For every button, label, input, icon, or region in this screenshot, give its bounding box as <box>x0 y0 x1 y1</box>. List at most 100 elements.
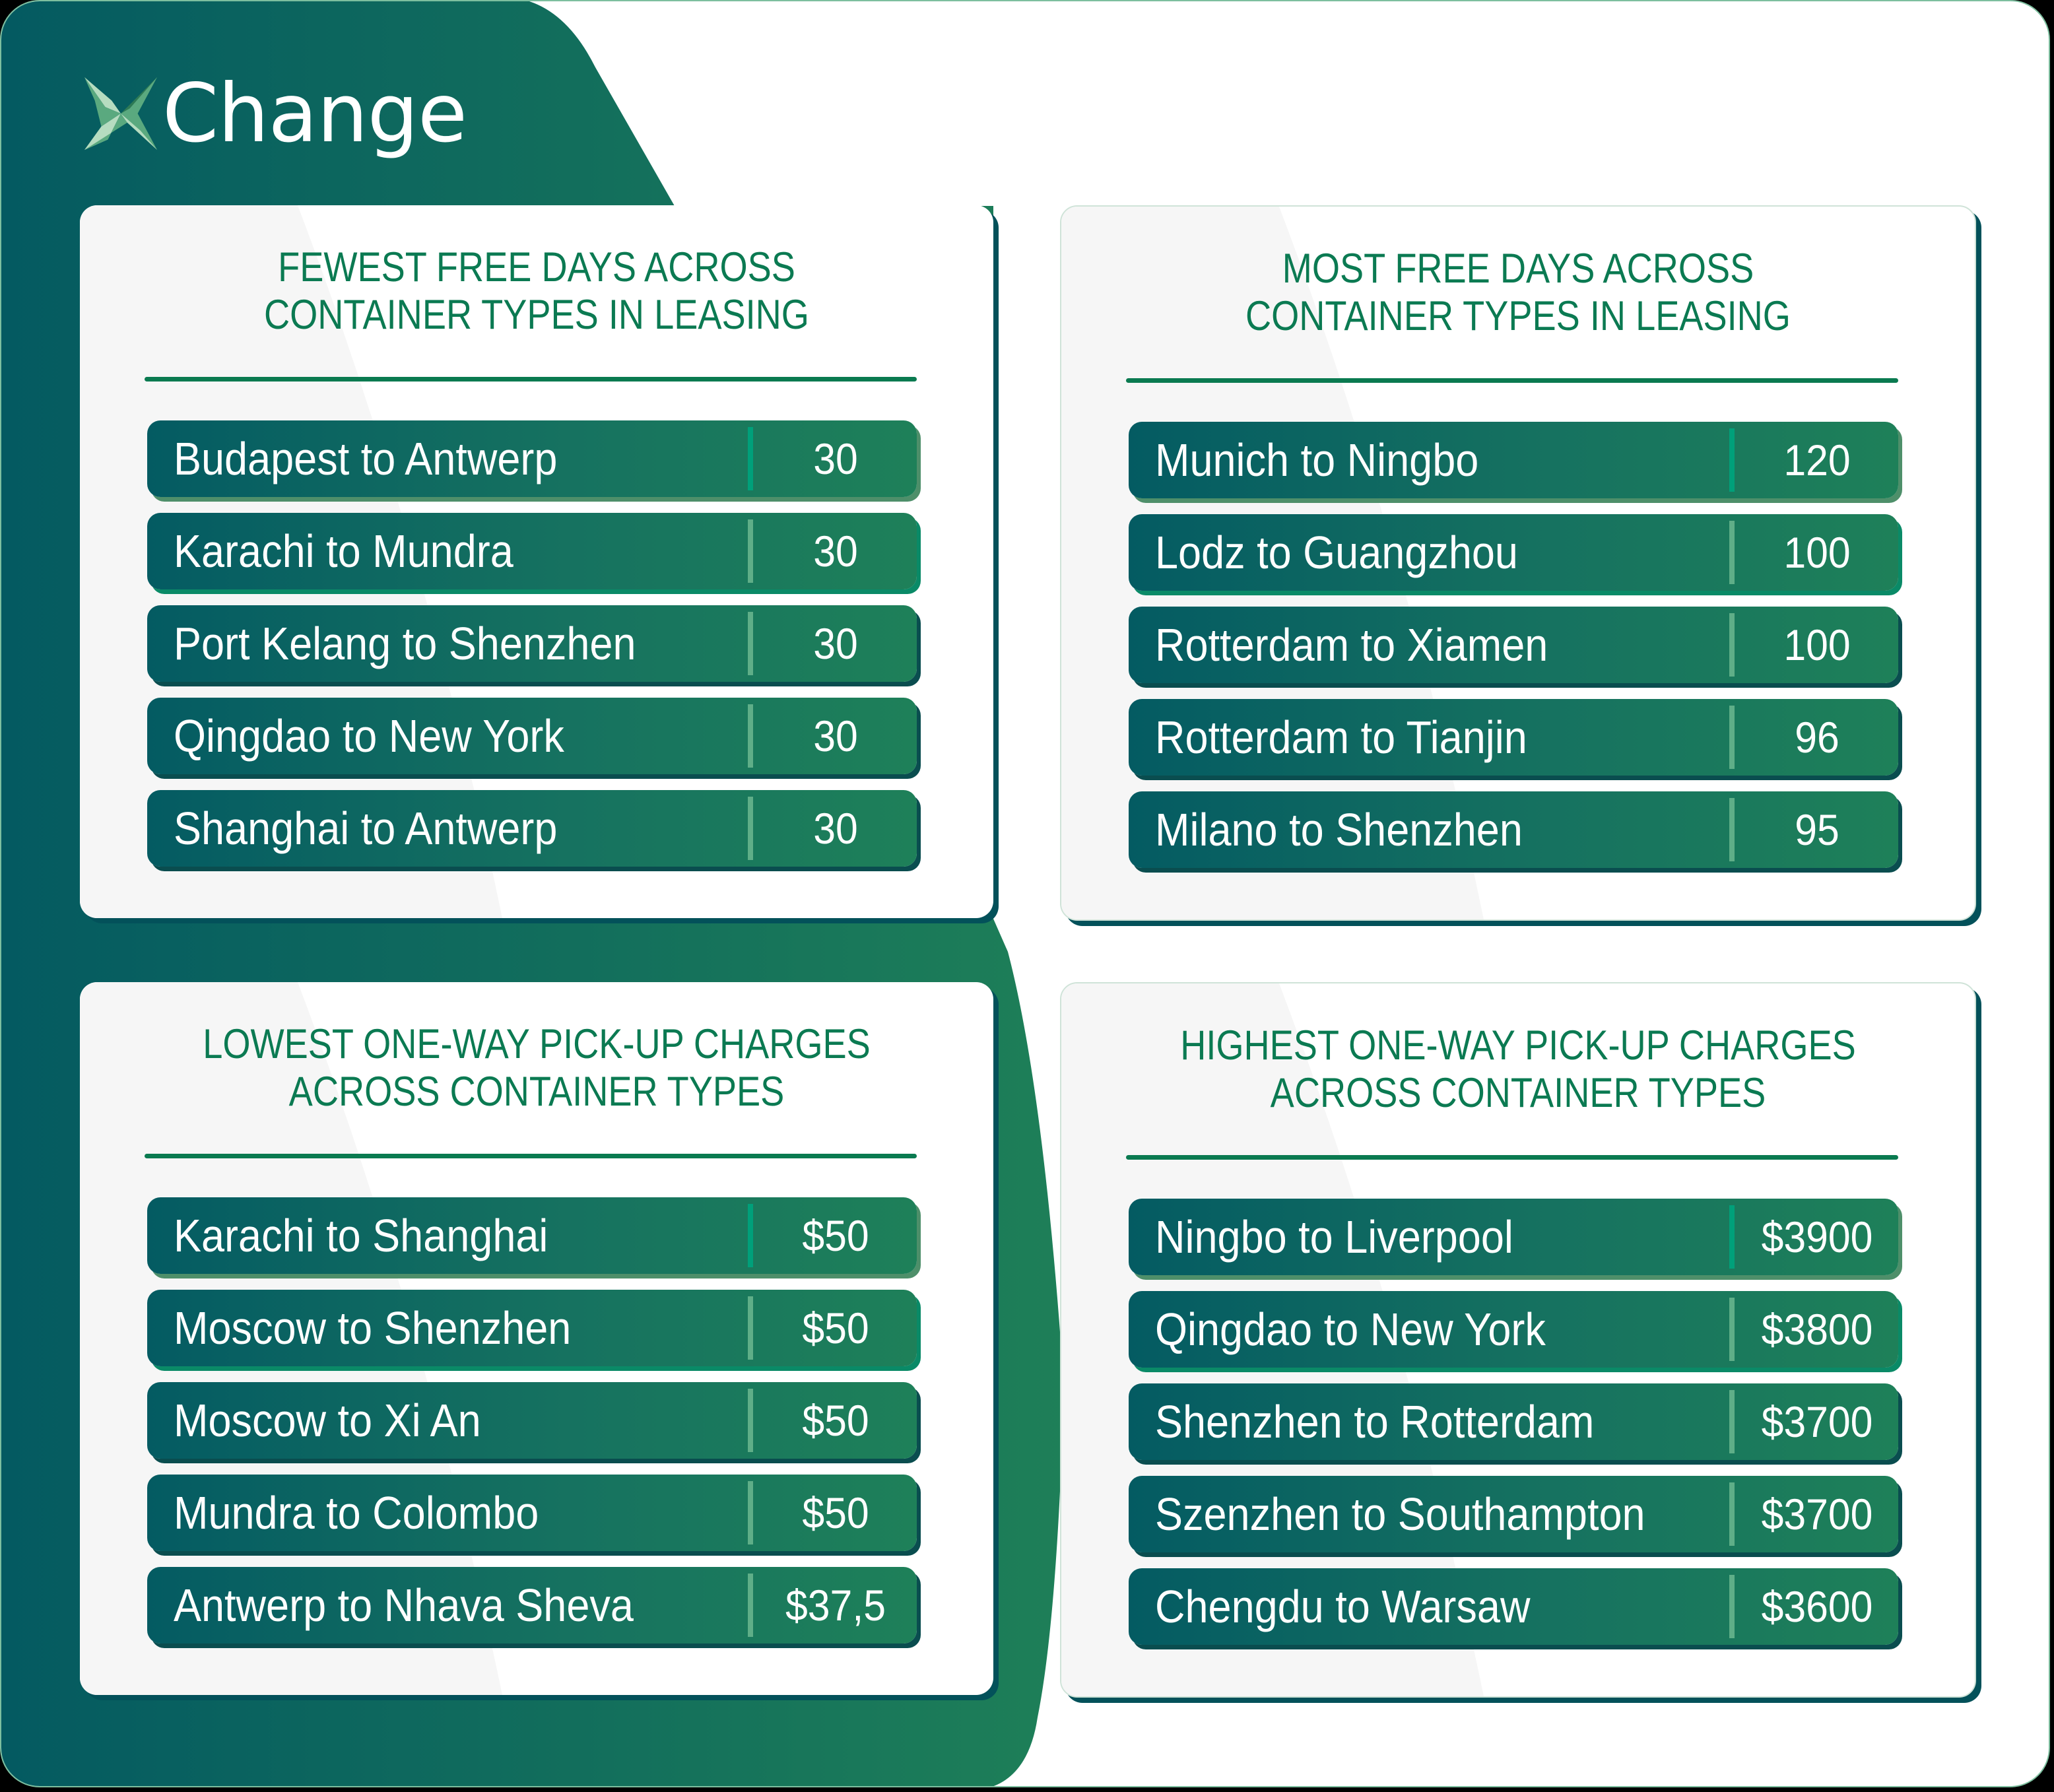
route-label: Karachi to Shanghai <box>174 1210 548 1261</box>
route-label: Munich to Ningbo <box>1155 434 1479 486</box>
route-label: Rotterdam to Tianjin <box>1155 712 1527 763</box>
route-list: Ningbo to Liverpool $3900 Qingdao to New … <box>1129 1199 1898 1661</box>
row-separator <box>1729 428 1735 492</box>
row-separator <box>1729 798 1735 861</box>
route-list: Munich to Ningbo 120 Lodz to Guangzhou 100… <box>1129 422 1898 884</box>
route-label: Rotterdam to Xiamen <box>1155 619 1548 671</box>
route-row: Munich to Ningbo 120 <box>1129 422 1898 498</box>
route-row: Ningbo to Liverpool $3900 <box>1129 1199 1898 1275</box>
route-label: Budapest to Antwerp <box>174 433 558 484</box>
route-label: Port Kelang to Shenzhen <box>174 618 636 669</box>
route-value: $3700 <box>1761 1490 1873 1539</box>
route-row: Shanghai to Antwerp 30 <box>147 790 917 867</box>
route-row: Shenzhen to Rotterdam $3700 <box>1129 1383 1898 1460</box>
brand-name: Change <box>162 67 467 160</box>
row-separator <box>1729 521 1735 584</box>
row-separator <box>748 612 753 675</box>
card-lowest-pickup-charges: LOWEST ONE-WAY PICK-UP CHARGES ACROSS CO… <box>80 982 993 1695</box>
route-label: Shanghai to Antwerp <box>174 803 558 854</box>
route-value: $50 <box>802 1211 869 1260</box>
row-separator <box>1729 613 1735 677</box>
route-label: Lodz to Guangzhou <box>1155 527 1518 578</box>
row-separator <box>748 427 753 490</box>
route-row: Mundra to Colombo $50 <box>147 1475 917 1551</box>
route-value: $37,5 <box>785 1581 886 1630</box>
route-label: Qingdao to New York <box>1155 1304 1546 1355</box>
card-title: FEWEST FREE DAYS ACROSS CONTAINER TYPES … <box>264 244 809 338</box>
route-value: 30 <box>813 619 858 668</box>
row-separator <box>1729 1575 1735 1638</box>
route-value: 96 <box>1795 713 1839 762</box>
route-row: Qingdao to New York 30 <box>147 698 917 774</box>
route-row: Karachi to Shanghai $50 <box>147 1197 917 1274</box>
route-value: 100 <box>1783 620 1851 669</box>
route-row: Lodz to Guangzhou 100 <box>1129 514 1898 591</box>
route-value: $50 <box>802 1488 869 1537</box>
route-list: Budapest to Antwerp 30 Karachi to Mundra 3… <box>147 420 917 882</box>
route-value: 120 <box>1783 436 1851 484</box>
title-divider <box>1126 1155 1898 1160</box>
row-separator <box>748 797 753 860</box>
route-row: Karachi to Mundra 30 <box>147 513 917 589</box>
row-separator <box>748 1204 753 1267</box>
route-row: Moscow to Xi An $50 <box>147 1382 917 1459</box>
row-separator <box>748 1574 753 1637</box>
route-value: 95 <box>1795 805 1839 854</box>
card-highest-pickup-charges: HIGHEST ONE-WAY PICK-UP CHARGES ACROSS C… <box>1060 982 1976 1698</box>
card-title: MOST FREE DAYS ACROSS CONTAINER TYPES IN… <box>1245 246 1791 339</box>
route-label: Shenzhen to Rotterdam <box>1155 1396 1595 1447</box>
route-label: Ningbo to Liverpool <box>1155 1211 1513 1263</box>
row-separator <box>748 519 753 583</box>
route-row: Moscow to Shenzhen $50 <box>147 1290 917 1366</box>
route-value: 30 <box>813 527 858 576</box>
route-label: Mundra to Colombo <box>174 1487 539 1539</box>
route-label: Karachi to Mundra <box>174 525 514 577</box>
route-row: Antwerp to Nhava Sheva $37,5 <box>147 1567 917 1643</box>
card-title: HIGHEST ONE-WAY PICK-UP CHARGES ACROSS C… <box>1180 1022 1856 1116</box>
route-value: 30 <box>813 712 858 760</box>
route-row: Budapest to Antwerp 30 <box>147 420 917 497</box>
route-label: Antwerp to Nhava Sheva <box>174 1579 634 1631</box>
row-separator <box>1729 1482 1735 1546</box>
title-divider <box>145 1154 917 1158</box>
card-title: LOWEST ONE-WAY PICK-UP CHARGES ACROSS CO… <box>203 1021 871 1115</box>
route-value: $3900 <box>1761 1212 1873 1261</box>
row-separator <box>748 1389 753 1452</box>
route-row: Rotterdam to Tianjin 96 <box>1129 699 1898 776</box>
route-label: Chengdu to Warsaw <box>1155 1581 1531 1632</box>
row-separator <box>1729 706 1735 769</box>
route-label: Qingdao to New York <box>174 710 564 762</box>
route-value: 30 <box>813 434 858 483</box>
route-value: 30 <box>813 804 858 853</box>
row-separator <box>748 704 753 768</box>
row-separator <box>748 1296 753 1360</box>
route-list: Karachi to Shanghai $50 Moscow to Shenzhe… <box>147 1197 917 1659</box>
row-separator <box>1729 1205 1735 1269</box>
route-row: Port Kelang to Shenzhen 30 <box>147 605 917 682</box>
route-row: Rotterdam to Xiamen 100 <box>1129 607 1898 683</box>
route-label: Moscow to Xi An <box>174 1395 481 1446</box>
row-separator <box>1729 1298 1735 1361</box>
route-row: Milano to Shenzhen 95 <box>1129 791 1898 868</box>
route-value: $3600 <box>1761 1582 1873 1631</box>
route-row: Chengdu to Warsaw $3600 <box>1129 1568 1898 1645</box>
route-value: 100 <box>1783 528 1851 577</box>
row-separator <box>1729 1390 1735 1453</box>
route-label: Milano to Shenzhen <box>1155 804 1523 855</box>
route-value: $50 <box>802 1304 869 1352</box>
route-row: Szenzhen to Southampton $3700 <box>1129 1476 1898 1552</box>
card-fewest-free-days: FEWEST FREE DAYS ACROSS CONTAINER TYPES … <box>80 205 993 918</box>
route-value: $50 <box>802 1396 869 1445</box>
route-label: Szenzhen to Southampton <box>1155 1488 1645 1540</box>
card-most-free-days: MOST FREE DAYS ACROSS CONTAINER TYPES IN… <box>1060 205 1976 921</box>
title-divider <box>1126 378 1898 383</box>
title-divider <box>145 377 917 382</box>
route-row: Qingdao to New York $3800 <box>1129 1291 1898 1368</box>
brand-logo: Change <box>82 73 467 154</box>
x-star-logo-icon <box>84 77 158 150</box>
route-value: $3700 <box>1761 1397 1873 1446</box>
route-label: Moscow to Shenzhen <box>174 1302 572 1354</box>
row-separator <box>748 1481 753 1544</box>
route-value: $3800 <box>1761 1305 1873 1354</box>
